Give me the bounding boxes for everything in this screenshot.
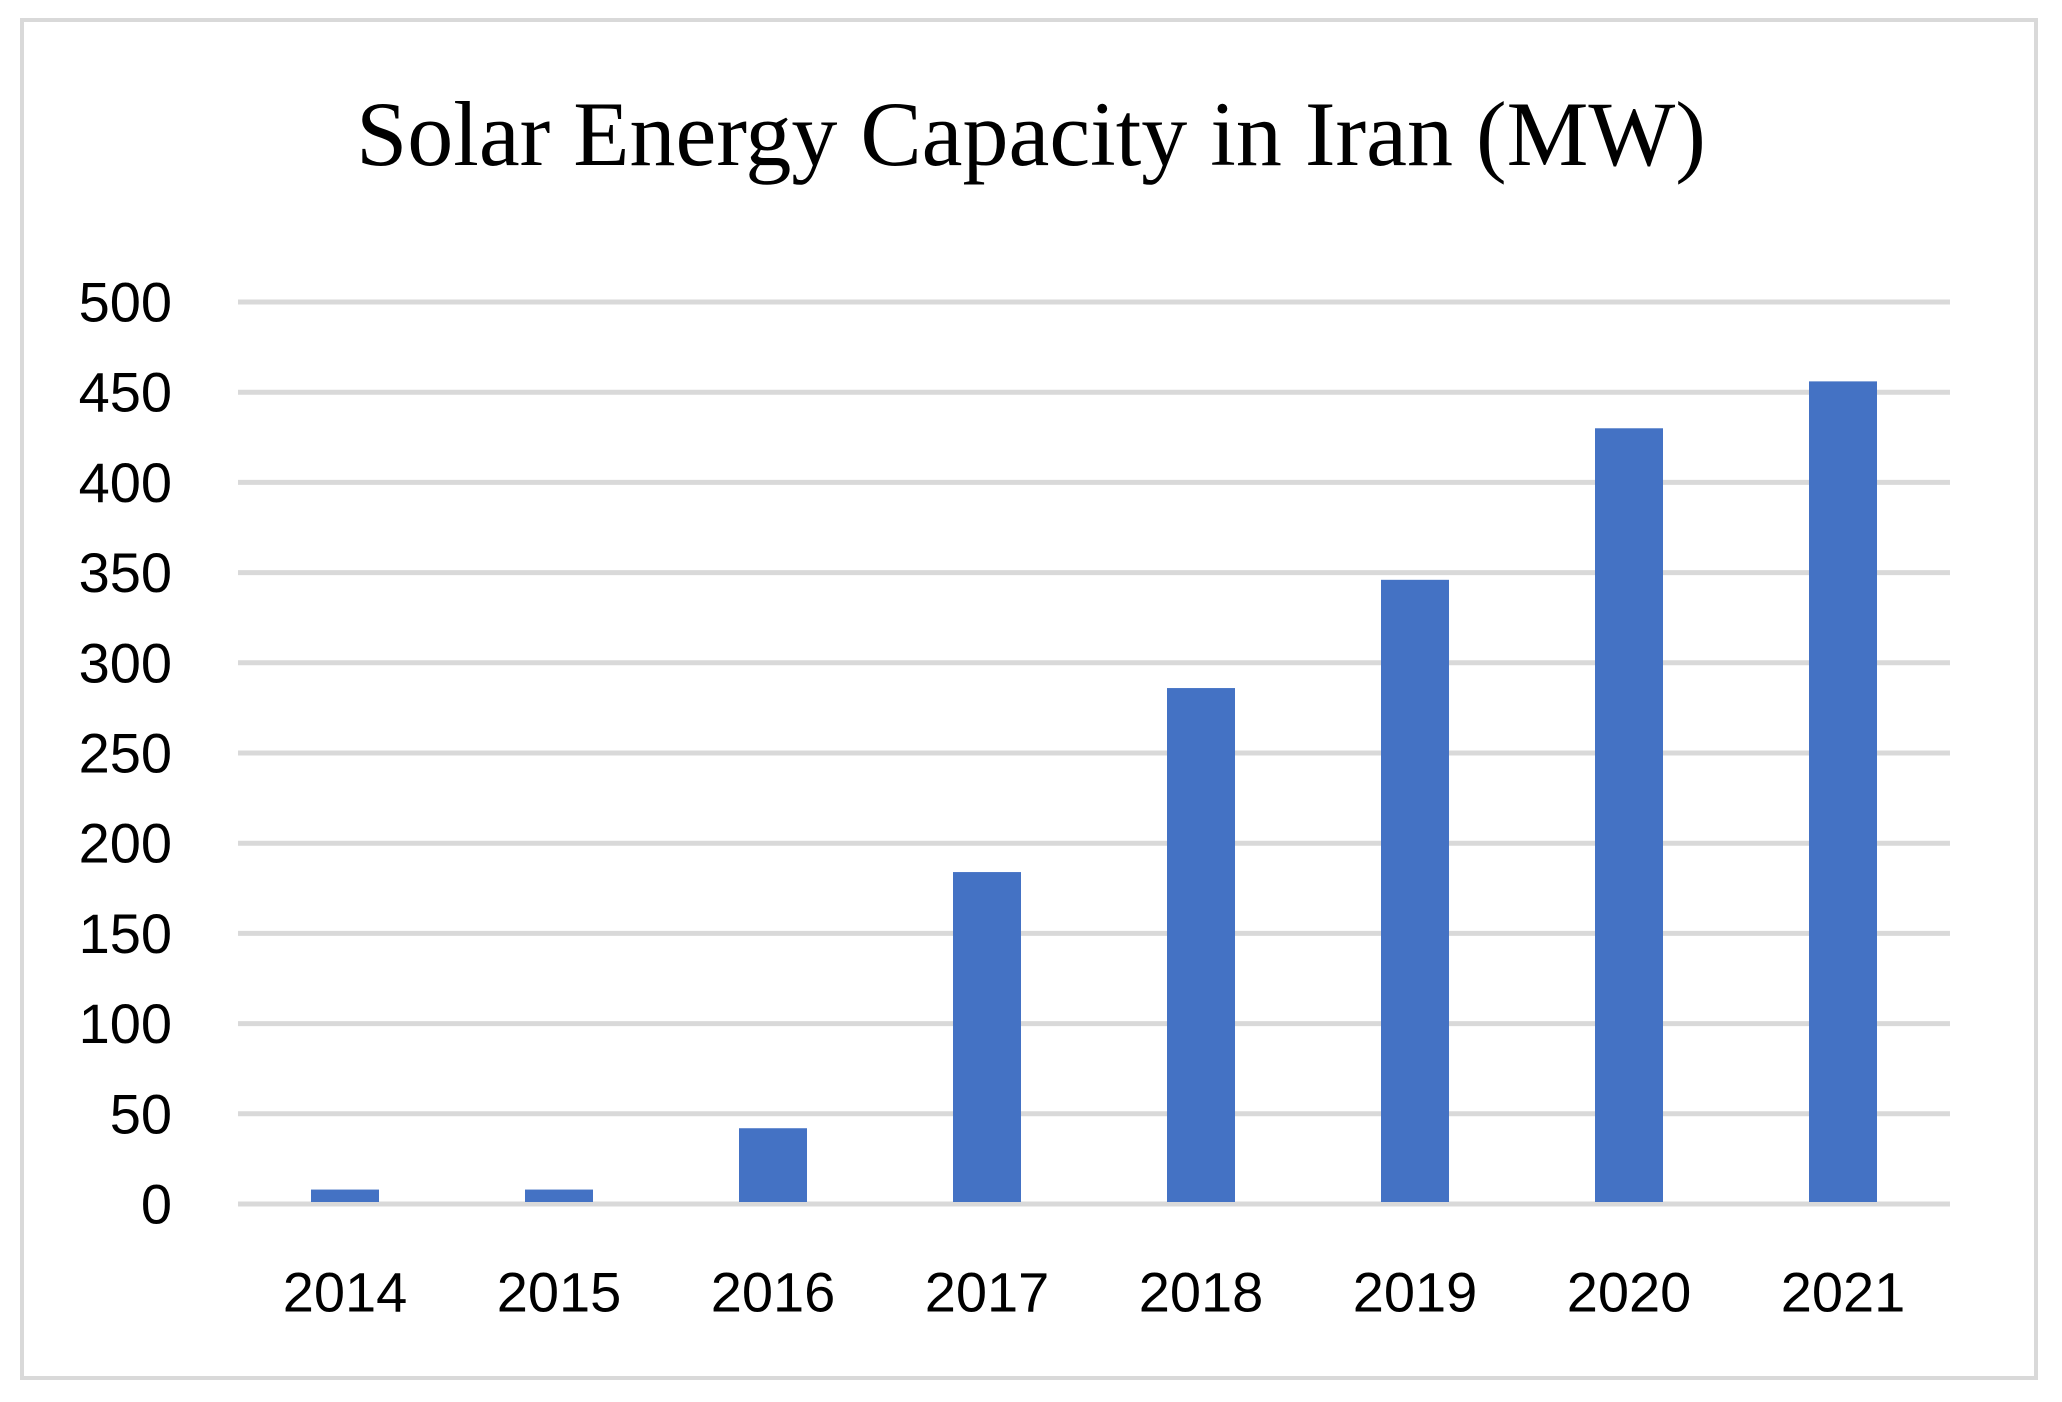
x-tick-label: 2021	[1781, 1261, 1906, 1324]
x-tick-label: 2018	[1139, 1261, 1264, 1324]
bar-2015	[525, 1189, 593, 1202]
bar-2019	[1381, 579, 1449, 1202]
y-tick-label: 50	[110, 1082, 172, 1145]
bar-2018	[1167, 688, 1235, 1202]
bar-2020	[1595, 428, 1663, 1202]
x-tick-label: 2014	[283, 1261, 408, 1324]
y-tick-label: 350	[79, 541, 172, 604]
x-tick-label: 2019	[1353, 1261, 1478, 1324]
bar-2017	[953, 872, 1021, 1202]
y-tick-label: 250	[79, 722, 172, 785]
bar-2021	[1809, 381, 1877, 1203]
y-tick-label: 400	[79, 451, 172, 514]
gridlines	[238, 299, 1950, 1207]
y-tick-label: 200	[79, 812, 172, 875]
y-tick-label: 150	[79, 902, 172, 965]
x-axis-ticks: 2014 2015 2016 2017 2018 2019 2020 2021	[283, 1261, 1906, 1324]
chart-frame	[20, 18, 2038, 1380]
x-tick-label: 2017	[925, 1261, 1050, 1324]
bar-2014	[311, 1189, 379, 1202]
bars	[311, 381, 1877, 1203]
y-axis-ticks: 0 50 100 150 200 250 300 350 400 450 500	[79, 271, 172, 1236]
y-tick-label: 0	[141, 1173, 172, 1236]
bar-2016	[739, 1128, 807, 1202]
y-tick-label: 300	[79, 631, 172, 694]
y-tick-label: 500	[79, 271, 172, 334]
x-tick-label: 2016	[711, 1261, 836, 1324]
x-tick-label: 2015	[497, 1261, 622, 1324]
y-tick-label: 450	[79, 361, 172, 424]
x-tick-label: 2020	[1567, 1261, 1692, 1324]
y-tick-label: 100	[79, 992, 172, 1055]
chart-title: Solar Energy Capacity in Iran (MW)	[356, 83, 1706, 185]
